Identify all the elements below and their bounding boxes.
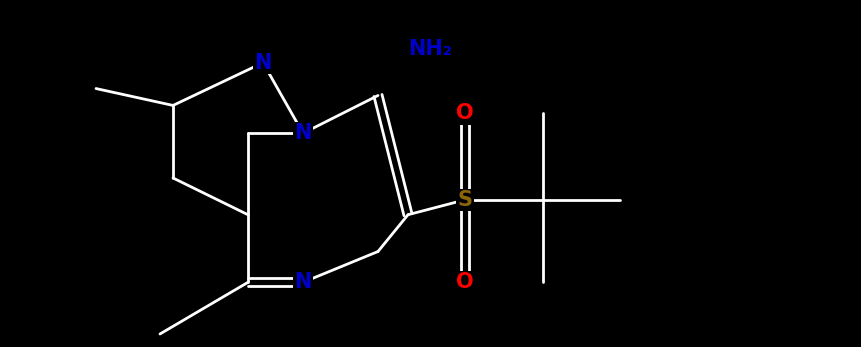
- Text: S: S: [457, 190, 472, 210]
- Text: N: N: [294, 123, 312, 143]
- Text: NH₂: NH₂: [407, 39, 451, 59]
- Text: N: N: [254, 53, 271, 73]
- Text: O: O: [455, 272, 474, 292]
- Text: O: O: [455, 103, 474, 124]
- Text: N: N: [294, 272, 312, 292]
